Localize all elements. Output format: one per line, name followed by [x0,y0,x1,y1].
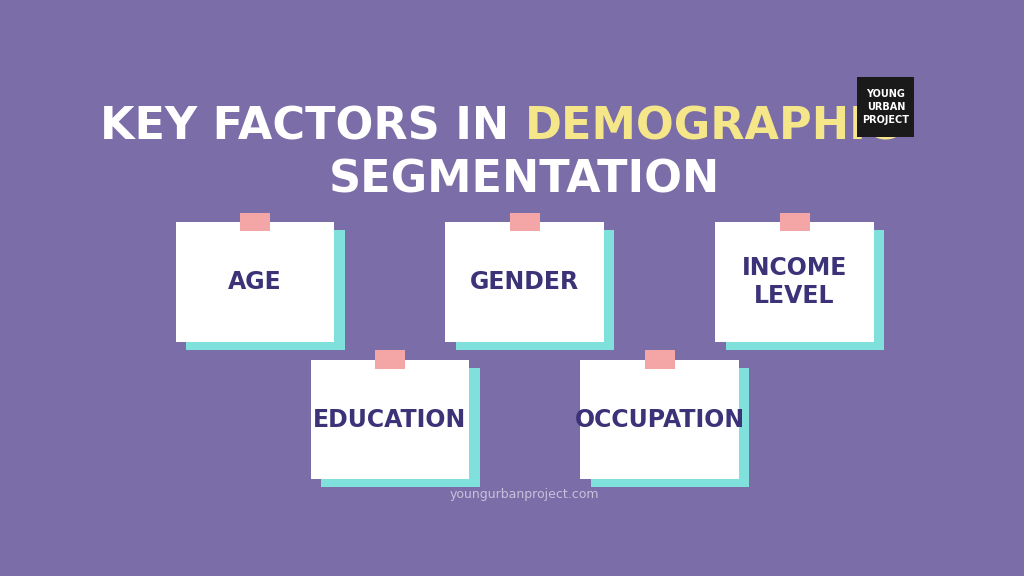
FancyBboxPatch shape [176,222,334,342]
FancyBboxPatch shape [591,367,750,487]
FancyBboxPatch shape [726,230,885,350]
Text: INCOME
LEVEL: INCOME LEVEL [742,256,847,308]
Text: EDUCATION: EDUCATION [313,407,467,431]
Text: AGE: AGE [228,270,282,294]
FancyBboxPatch shape [375,350,404,369]
Text: youngurbanproject.com: youngurbanproject.com [451,488,599,501]
Text: YOUNG
URBAN
PROJECT: YOUNG URBAN PROJECT [862,89,909,125]
Text: GENDER: GENDER [470,270,580,294]
FancyBboxPatch shape [310,359,469,479]
FancyBboxPatch shape [857,77,914,137]
Text: SEGMENTATION: SEGMENTATION [329,158,721,202]
Text: DEMOGRAPHIC: DEMOGRAPHIC [524,105,899,148]
FancyBboxPatch shape [510,213,540,232]
FancyBboxPatch shape [321,367,479,487]
FancyBboxPatch shape [186,230,345,350]
FancyBboxPatch shape [779,213,810,232]
FancyBboxPatch shape [456,230,614,350]
FancyBboxPatch shape [240,213,270,232]
Text: OCCUPATION: OCCUPATION [574,407,744,431]
FancyBboxPatch shape [715,222,873,342]
FancyBboxPatch shape [581,359,739,479]
FancyBboxPatch shape [645,350,675,369]
Text: KEY FACTORS IN: KEY FACTORS IN [100,105,524,148]
FancyBboxPatch shape [445,222,604,342]
